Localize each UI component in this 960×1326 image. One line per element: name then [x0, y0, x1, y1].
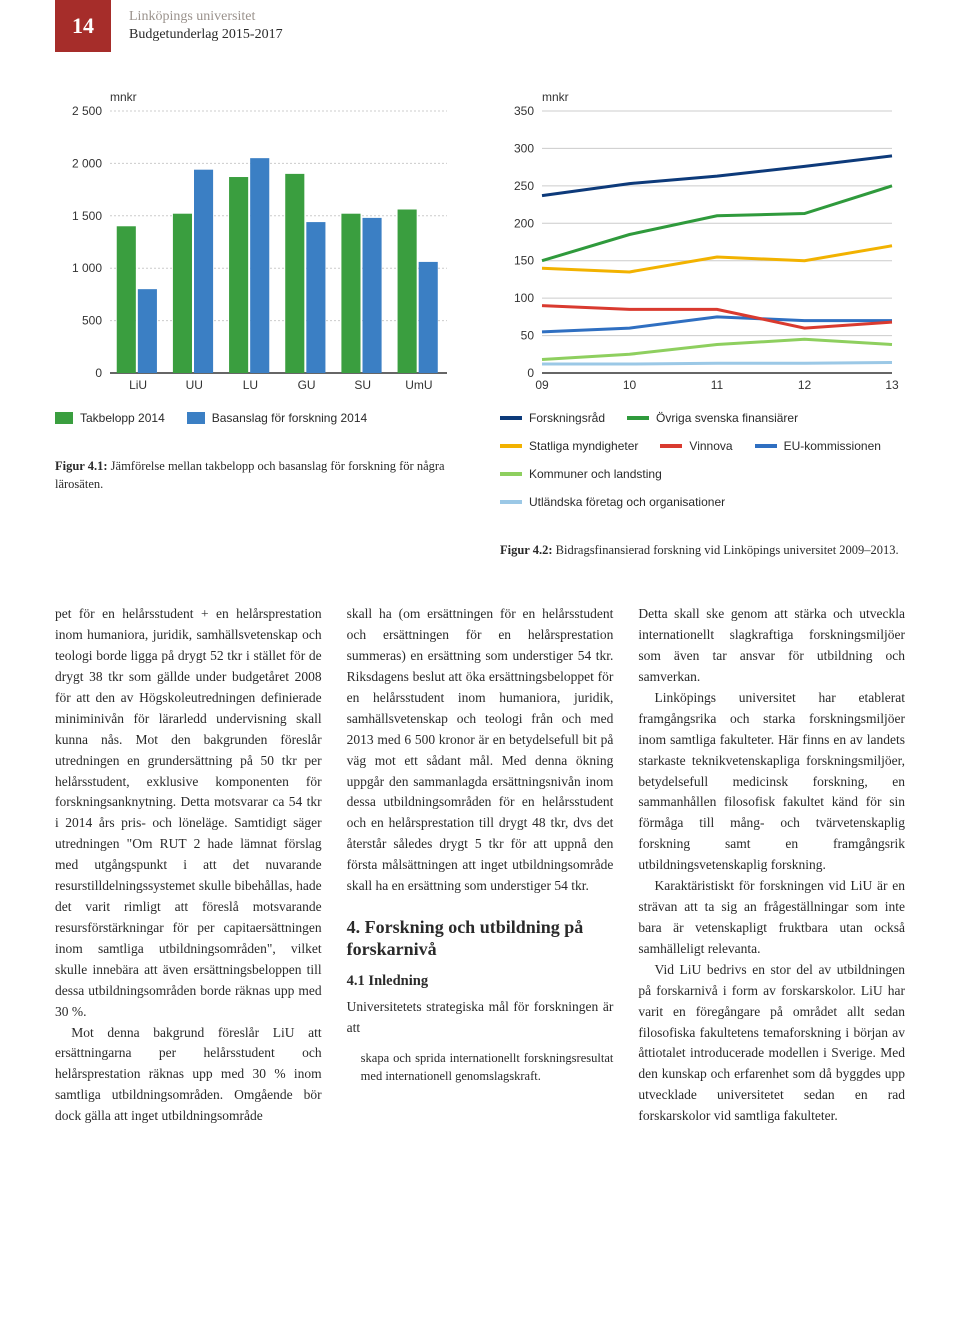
body-paragraph: Universitetets strategiska mål för forsk…	[347, 997, 614, 1039]
svg-text:UmU: UmU	[405, 378, 432, 392]
legend-label: Forskningsråd	[529, 411, 605, 425]
legend-item-eu: EU-kommissionen	[755, 439, 881, 453]
svg-text:11: 11	[711, 378, 724, 392]
body-paragraph: Mot denna bakgrund föreslår LiU att ersä…	[55, 1023, 322, 1128]
legend-label: Statliga myndigheter	[529, 439, 638, 453]
university-name: Linköpings universitet	[129, 8, 283, 26]
section-heading-4-1: 4.1 Inledning	[347, 970, 614, 992]
bar-chart-panel: mnkr 0 500 1 000 1 500 2 000 2 500 LiU UU LU GU SU U…	[55, 87, 460, 559]
line-chart: mnkr 0 50 100 150 200 250 300 350 09 10 11 12 13	[500, 87, 900, 397]
bar-chart: mnkr 0 500 1 000 1 500 2 000 2 500 LiU UU LU GU SU U…	[55, 87, 455, 397]
svg-text:50: 50	[521, 329, 535, 343]
legend-item-ovriga: Övriga svenska finansiärer	[627, 411, 798, 425]
svg-text:350: 350	[514, 104, 534, 118]
svg-text:SU: SU	[354, 378, 371, 392]
section-heading-4: 4. Forskning och utbildning på forskarni…	[347, 917, 614, 960]
body-paragraph: Linköpings universitet har etablerat fra…	[638, 688, 905, 876]
svg-text:2 500: 2 500	[72, 104, 102, 118]
svg-text:GU: GU	[298, 378, 316, 392]
legend-item-utlandska: Utländska företag och organisationer	[500, 495, 725, 509]
document-title: Budgetunderlag 2015-2017	[129, 26, 283, 44]
legend-item-statliga: Statliga myndigheter	[500, 439, 638, 453]
svg-text:200: 200	[514, 216, 534, 230]
legend-label: EU-kommissionen	[784, 439, 881, 453]
svg-text:0: 0	[95, 366, 102, 380]
legend-label: Vinnova	[689, 439, 732, 453]
body-paragraph: Detta skall ske genom att stärka och utv…	[638, 604, 905, 688]
legend-label: Utländska företag och organisationer	[529, 495, 725, 509]
svg-text:13: 13	[885, 378, 899, 392]
legend-item-vinnova: Vinnova	[660, 439, 732, 453]
svg-text:10: 10	[623, 378, 637, 392]
caption-label: Figur 4.1:	[55, 459, 108, 473]
legend-label: Basanslag för forskning 2014	[212, 411, 367, 425]
svg-text:0: 0	[527, 366, 534, 380]
legend-label: Övriga svenska finansiärer	[656, 411, 798, 425]
svg-text:mnkr: mnkr	[110, 90, 137, 104]
text-column-2: skall ha (om ersättningen för en helårss…	[347, 604, 614, 1127]
text-column-1: pet för en helårsstudent + en helårspres…	[55, 604, 322, 1127]
legend-label: Takbelopp 2014	[80, 411, 165, 425]
text-column-3: Detta skall ske genom att stärka och utv…	[638, 604, 905, 1127]
svg-text:100: 100	[514, 291, 534, 305]
header-titles: Linköpings universitet Budgetunderlag 20…	[129, 8, 283, 44]
svg-text:150: 150	[514, 254, 534, 268]
svg-text:09: 09	[535, 378, 549, 392]
svg-text:500: 500	[82, 314, 102, 328]
line-chart-panel: mnkr 0 50 100 150 200 250 300 350 09 10 11 12 13 Fors…	[500, 87, 905, 559]
body-quote: skapa och sprida internationellt forskni…	[361, 1049, 614, 1085]
body-paragraph: pet för en helårsstudent + en helårspres…	[55, 604, 322, 1022]
svg-text:LiU: LiU	[129, 378, 147, 392]
body-paragraph: Vid LiU bedrivs en stor del av utbildnin…	[638, 960, 905, 1127]
svg-text:250: 250	[514, 179, 534, 193]
figure-4-2-caption: Figur 4.2: Bidragsfinansierad forskning …	[500, 541, 905, 559]
svg-text:1 000: 1 000	[72, 261, 102, 275]
legend-item-forskningsrad: Forskningsråd	[500, 411, 605, 425]
svg-text:2 000: 2 000	[72, 156, 102, 170]
caption-text: Jämförelse mellan takbelopp och basansla…	[55, 459, 445, 491]
page-number-badge: 14	[55, 0, 111, 52]
body-text-columns: pet för en helårsstudent + en helårspres…	[55, 604, 905, 1127]
body-paragraph: Karaktäristiskt för forskningen vid LiU …	[638, 876, 905, 960]
svg-text:LU: LU	[243, 378, 258, 392]
caption-text: Bidragsfinansierad forskning vid Linköpi…	[553, 543, 899, 557]
svg-text:UU: UU	[186, 378, 203, 392]
bar-chart-legend: Takbelopp 2014 Basanslag för forskning 2…	[55, 411, 460, 425]
page-header: 14 Linköpings universitet Budgetunderlag…	[55, 0, 905, 52]
legend-item-kommuner: Kommuner och landsting	[500, 467, 662, 481]
line-chart-legend: Forskningsråd Övriga svenska finansiärer…	[500, 411, 905, 509]
caption-label: Figur 4.2:	[500, 543, 553, 557]
legend-item-basanslag: Basanslag för forskning 2014	[187, 411, 367, 425]
svg-text:1 500: 1 500	[72, 209, 102, 223]
svg-text:300: 300	[514, 141, 534, 155]
legend-item-takbelopp: Takbelopp 2014	[55, 411, 165, 425]
svg-text:12: 12	[798, 378, 812, 392]
figure-4-1-caption: Figur 4.1: Jämförelse mellan takbelopp o…	[55, 457, 460, 493]
svg-text:mnkr: mnkr	[542, 90, 569, 104]
body-paragraph: skall ha (om ersättningen för en helårss…	[347, 604, 614, 897]
legend-label: Kommuner och landsting	[529, 467, 662, 481]
